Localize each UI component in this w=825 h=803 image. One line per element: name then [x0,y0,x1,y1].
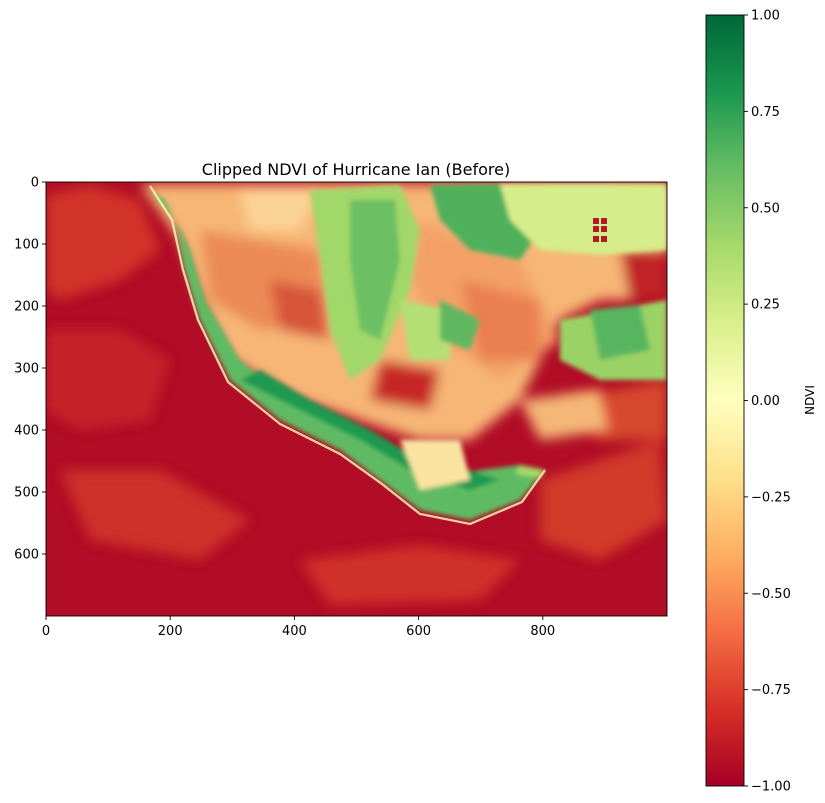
plot-frame [45,181,668,617]
chart-title: Clipped NDVI of Hurricane Ian (Before) [202,160,510,179]
x-tick-label: 600 [406,624,431,639]
heatmap-offshore-texture [46,185,667,605]
x-tick-label: 0 [42,624,50,639]
y-tick-label: 400 [14,424,39,439]
colorbar-axis: 1.00 0.75 0.50 0.25 0.00 −0.25 −0.50 −0.75 −1.00 [744,9,791,795]
heatmap-shoreline [149,185,546,526]
colorbar-tick-label: −0.50 [751,587,791,602]
colorbar-label: NDVI [803,385,817,415]
colorbar-tick-label: −0.25 [751,490,791,505]
colorbar-tick-label: 0.25 [751,298,780,313]
y-tick-label: 300 [14,362,39,377]
y-tick-label: 100 [14,238,39,253]
colorbar [705,14,745,787]
heatmap-barrier-island [150,190,545,520]
x-tick-label: 800 [530,624,555,639]
y-axis: 0 100 200 300 400 500 600 [14,176,46,563]
colorbar-tick-label: −0.75 [751,683,791,698]
x-tick-label: 400 [282,624,307,639]
colorbar-tick-label: 1.00 [751,9,780,24]
heatmap-urban-blocks [593,218,607,242]
colorbar-tick-label: 0.00 [751,394,780,409]
colorbar-tick-label: 0.75 [751,105,780,120]
y-tick-label: 500 [14,486,39,501]
colorbar-tick-label: −1.00 [751,780,791,795]
x-axis: 0 200 400 600 800 [42,616,555,639]
ndvi-heatmap [46,182,667,616]
y-tick-label: 0 [31,176,39,191]
x-tick-label: 200 [158,624,183,639]
y-tick-label: 200 [14,300,39,315]
y-tick-label: 600 [14,548,39,563]
colorbar-tick-label: 0.50 [751,201,780,216]
heatmap-mainland-vegetation [310,184,667,380]
